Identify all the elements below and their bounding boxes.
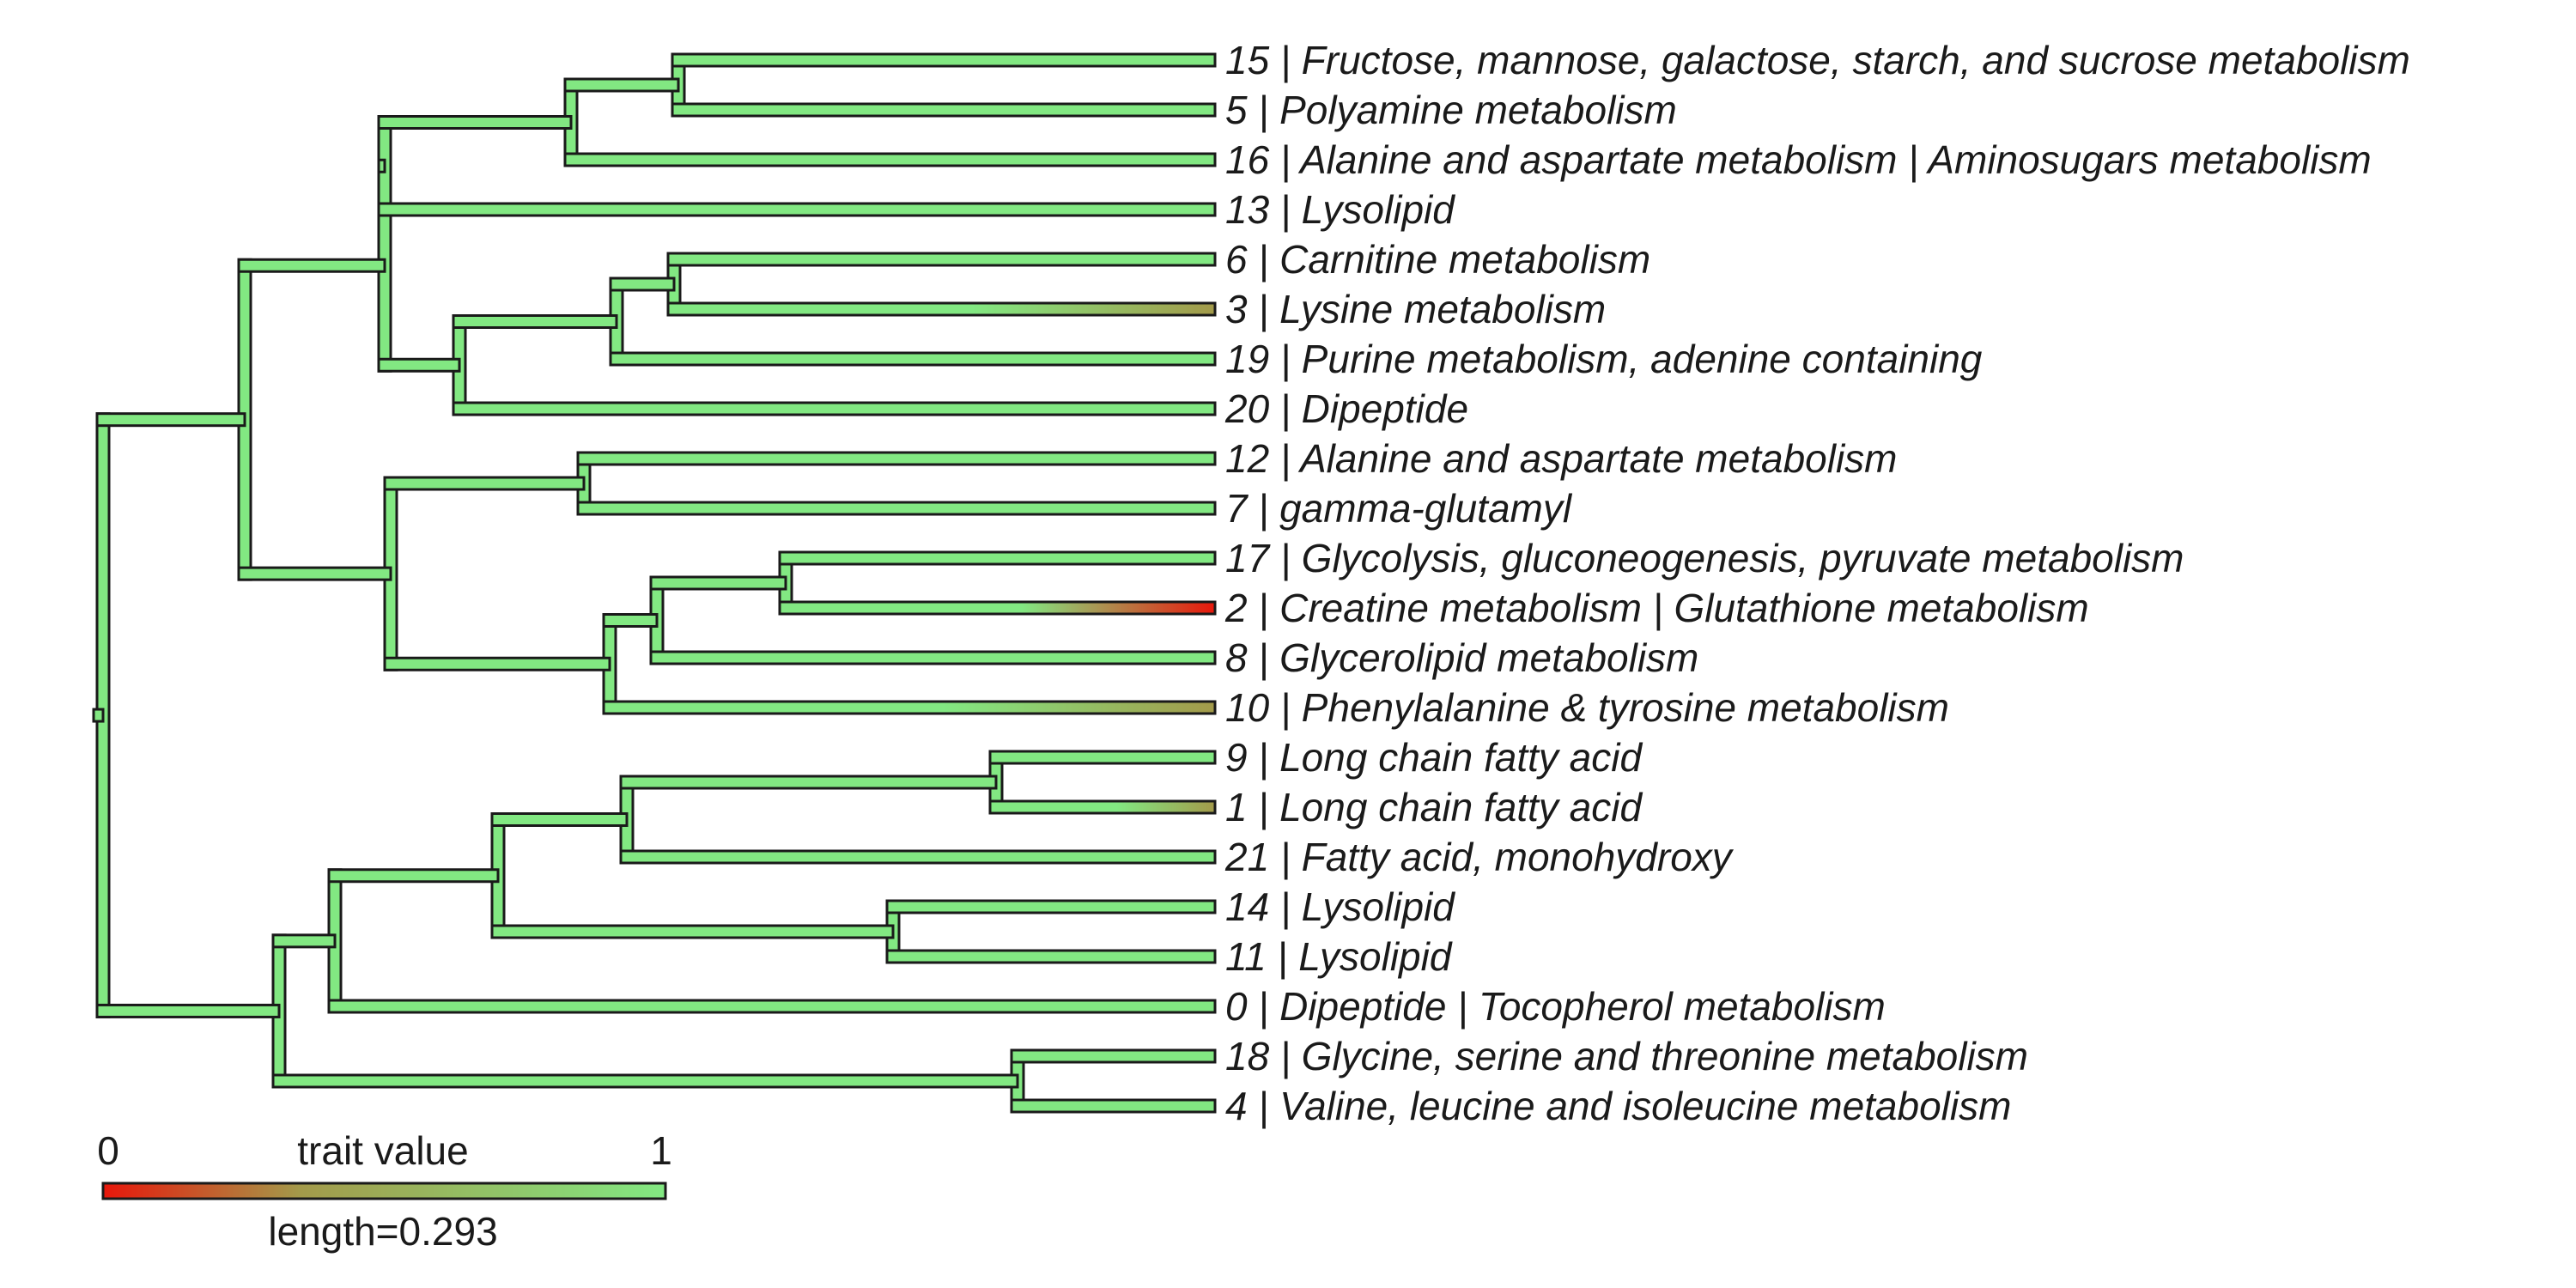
branch-2 [778, 600, 1217, 616]
branch-11 [885, 949, 1217, 964]
branch-G [237, 258, 386, 273]
branch-E [452, 314, 618, 329]
branch-L [602, 613, 659, 628]
branch-20 [452, 401, 1217, 416]
tip-label: 11 | Lysolipid [1225, 934, 1453, 979]
branch-9 [988, 750, 1217, 765]
branch-21 [619, 849, 1217, 865]
branch-D [609, 276, 676, 292]
branch-H [95, 412, 246, 428]
legend-max-label: 1 [650, 1128, 672, 1173]
branch-J [383, 476, 586, 491]
tip-label: 3 | Lysine metabolism [1225, 287, 1606, 331]
tip-label: 2 | Creatine metabolism | Glutathione me… [1224, 586, 2089, 630]
branch-12 [576, 451, 1217, 466]
branch-F [377, 357, 461, 373]
tip-label: 10 | Phenylalanine & tyrosine metabolism [1225, 685, 1949, 730]
branch-17 [778, 550, 1217, 566]
tip-label: 19 | Purine metabolism, adenine containi… [1225, 337, 1983, 381]
branch-19 [609, 351, 1217, 367]
branch-18 [1010, 1048, 1217, 1064]
tip-label: 6 | Carnitine metabolism [1225, 237, 1650, 282]
branch-M [649, 575, 787, 591]
tip-label: 0 | Dipeptide | Tocopherol metabolism [1225, 984, 1886, 1029]
tip-label: 20 | Dipeptide [1224, 386, 1468, 431]
branch-P [490, 924, 895, 939]
tip-label: 13 | Lysolipid [1225, 187, 1455, 232]
branch-R [271, 933, 337, 949]
branch-I [237, 566, 392, 581]
tip-label: 12 | Alanine and aspartate metabolism [1225, 436, 1898, 481]
branch-16 [563, 152, 1217, 167]
tip-label: 4 | Valine, leucine and isoleucine metab… [1225, 1084, 2011, 1128]
tip-label: 18 | Glycine, serine and threonine metab… [1225, 1034, 2028, 1078]
branch-13 [377, 202, 1217, 217]
branch-K [383, 656, 611, 671]
branch-14 [885, 899, 1217, 914]
tip-label: 14 | Lysolipid [1225, 884, 1455, 929]
tip-label: 1 | Long chain fatty acid [1225, 785, 1643, 829]
tip-labels: 15 | Fructose, mannose, galactose, starc… [1224, 38, 2410, 1128]
branch-N [619, 775, 998, 790]
tip-label: 15 | Fructose, mannose, galactose, starc… [1225, 38, 2410, 82]
tip-label: 8 | Glycerolipid metabolism [1225, 635, 1698, 680]
tip-label: 17 | Glycolysis, gluconeogenesis, pyruva… [1225, 536, 2184, 580]
branch-6 [666, 252, 1217, 267]
legend-color-bar [101, 1182, 667, 1200]
tip-label: 16 | Alanine and aspartate metabolism | … [1225, 137, 2372, 182]
tip-label: 21 | Fatty acid, monohydroxy [1224, 835, 1735, 879]
trait-legend: 0 trait value 1 length=0.293 [97, 1128, 672, 1254]
branch-B [377, 115, 573, 130]
branch-15 [671, 52, 1217, 68]
branch-root [92, 708, 105, 723]
branch-3 [666, 301, 1217, 317]
tip-label: 5 | Polyamine metabolism [1225, 88, 1677, 132]
branch-10 [602, 700, 1217, 715]
branch-5 [671, 102, 1217, 118]
branch-1 [988, 799, 1217, 815]
branch-O [490, 812, 629, 827]
branch-A [563, 77, 680, 93]
branch-Q [327, 868, 500, 884]
legend-length-label: length=0.293 [268, 1209, 497, 1254]
tree-branches [92, 52, 1217, 1114]
branch-0 [327, 999, 1217, 1014]
legend-title: trait value [297, 1128, 468, 1173]
tip-label: 9 | Long chain fatty acid [1225, 735, 1643, 780]
branch-C [377, 158, 386, 173]
branch-4 [1010, 1098, 1217, 1114]
branch-T [95, 1003, 281, 1018]
legend-min-label: 0 [97, 1128, 119, 1173]
branch-S [271, 1073, 1019, 1089]
branch-7 [576, 501, 1217, 516]
branch-8 [649, 650, 1217, 665]
tip-label: 7 | gamma-glutamyl [1225, 486, 1573, 531]
